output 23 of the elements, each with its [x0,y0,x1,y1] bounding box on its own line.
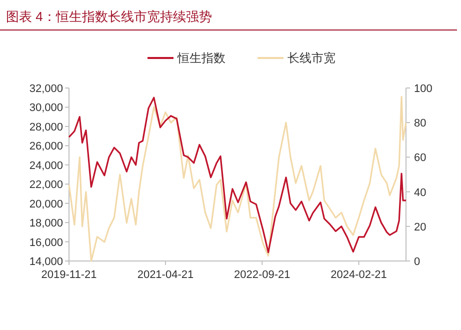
x-tick-label: 2019-11-21 [41,269,97,281]
y2-tick-label: 40 [414,186,426,199]
y-tick-label: 18,000 [29,218,63,230]
y-tick-label: 28,000 [29,121,63,134]
y2-tick-label: 20 [414,221,426,234]
y2-tick-label: 80 [414,118,426,130]
y2-tick-label: 0 [414,256,420,268]
y-tick-label: 16,000 [29,236,63,249]
y2-tick-label: 100 [414,83,432,95]
y-tick-label: 22,000 [29,179,63,192]
y-tick-label: 30,000 [29,102,63,114]
legend-label: 恒生指数 [176,51,226,65]
y-tick-label: 24,000 [29,160,63,172]
y-tick-label: 26,000 [29,140,63,153]
y2-tick-label: 60 [414,152,426,164]
x-tick-label: 2021-04-21 [137,269,194,281]
chart-title: 图表 4：恒生指数长线市宽持续强势 [6,9,212,24]
x-tick-label: 2024-02-21 [330,269,387,281]
y-tick-label: 32,000 [29,83,63,95]
y-tick-label: 14,000 [29,256,63,268]
x-tick-label: 2022-09-21 [234,269,290,281]
y-tick-label: 20,000 [29,198,63,210]
legend-label: 长线市宽 [288,51,336,65]
